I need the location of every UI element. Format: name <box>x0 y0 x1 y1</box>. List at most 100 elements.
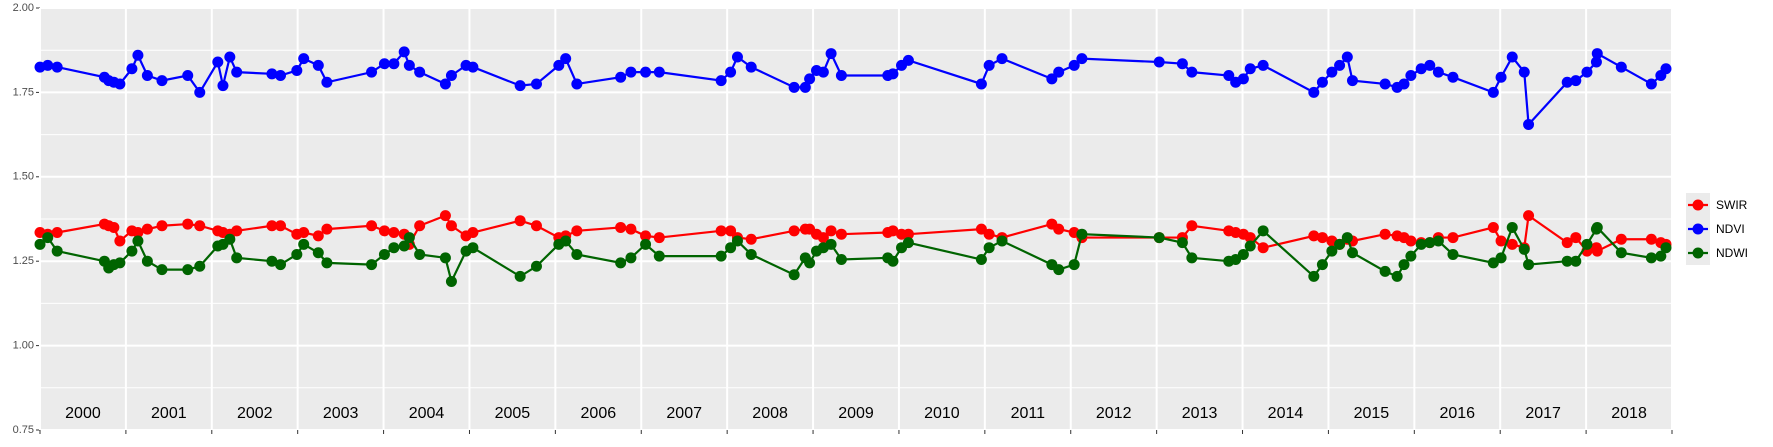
data-point <box>983 228 995 240</box>
data-point <box>414 248 426 260</box>
data-point <box>1581 66 1593 78</box>
data-point <box>132 235 144 247</box>
data-point <box>835 70 847 82</box>
data-point <box>42 59 54 71</box>
data-point <box>366 220 378 232</box>
data-point <box>1518 66 1530 78</box>
data-point <box>1645 78 1657 90</box>
legend-dot <box>1692 223 1704 235</box>
data-point <box>1223 70 1235 82</box>
year-label: 2003 <box>323 405 359 422</box>
data-point <box>1308 230 1320 242</box>
data-point <box>132 49 144 61</box>
year-label: 2006 <box>581 405 617 422</box>
data-point <box>1561 76 1573 88</box>
data-point <box>1615 233 1627 245</box>
data-point <box>1591 48 1603 60</box>
data-point <box>1405 250 1417 262</box>
data-point <box>1346 75 1358 87</box>
data-point <box>378 58 390 70</box>
data-point <box>640 230 652 242</box>
data-point <box>1523 259 1535 271</box>
data-point <box>1415 238 1427 250</box>
data-point <box>312 230 324 242</box>
data-point <box>298 53 310 65</box>
data-point <box>51 227 63 239</box>
data-point <box>1570 75 1582 87</box>
data-point <box>467 242 479 254</box>
data-point <box>194 220 206 232</box>
data-point <box>467 227 479 239</box>
data-point <box>378 248 390 260</box>
data-point <box>439 78 451 90</box>
data-point <box>731 235 743 247</box>
data-point <box>625 66 637 78</box>
data-point <box>1615 61 1627 73</box>
data-point <box>1237 73 1249 85</box>
year-label: 2011 <box>1011 405 1046 422</box>
data-point <box>298 227 310 239</box>
year-label: 2009 <box>838 405 874 422</box>
data-point <box>902 237 914 249</box>
data-point <box>996 53 1008 65</box>
data-point <box>366 66 378 78</box>
data-point <box>799 81 811 93</box>
data-point <box>1660 63 1672 75</box>
data-point <box>445 70 457 82</box>
data-point <box>560 235 572 247</box>
data-point <box>1257 242 1269 254</box>
data-point <box>902 228 914 240</box>
data-point <box>530 220 542 232</box>
data-point <box>1590 56 1602 68</box>
data-point <box>321 76 333 88</box>
data-point <box>388 242 400 254</box>
data-point <box>291 64 303 76</box>
y-tick-label: 0.75 <box>13 424 34 436</box>
legend-dot <box>1692 199 1704 211</box>
data-point <box>530 78 542 90</box>
data-point <box>51 61 63 73</box>
legend-label: NDVI <box>1716 222 1745 236</box>
data-point <box>1341 232 1353 244</box>
data-point <box>725 225 737 237</box>
data-point <box>126 63 138 75</box>
data-point <box>1176 237 1188 249</box>
data-point <box>398 46 410 58</box>
y-tick-label: 2.00 <box>13 2 34 14</box>
data-point <box>266 68 278 80</box>
data-point <box>366 259 378 271</box>
y-tick-label: 1.25 <box>13 255 34 267</box>
data-point <box>983 242 995 254</box>
data-point <box>1591 221 1603 233</box>
data-point <box>553 59 565 71</box>
data-point <box>983 59 995 71</box>
data-point <box>231 66 243 78</box>
data-point <box>887 68 899 80</box>
data-point <box>1447 71 1459 83</box>
data-point <box>1432 235 1444 247</box>
data-point <box>42 232 54 244</box>
data-point <box>275 220 287 232</box>
data-point <box>560 53 572 65</box>
data-point <box>312 59 324 71</box>
data-point <box>1615 247 1627 259</box>
data-point <box>1447 248 1459 260</box>
data-point <box>275 70 287 82</box>
data-point <box>445 275 457 287</box>
data-point <box>388 58 400 70</box>
data-point <box>725 242 737 254</box>
data-point <box>403 59 415 71</box>
data-point <box>1447 232 1459 244</box>
data-point <box>1341 51 1353 63</box>
data-point <box>1334 238 1346 250</box>
data-point <box>291 248 303 260</box>
data-point <box>156 264 168 276</box>
data-point <box>1379 228 1391 240</box>
data-point <box>1424 59 1436 71</box>
year-label: 2001 <box>151 405 187 422</box>
data-point <box>1068 59 1080 71</box>
year-label: 2005 <box>495 405 531 422</box>
year-label: 2014 <box>1268 405 1304 422</box>
year-label: 2016 <box>1439 405 1475 422</box>
